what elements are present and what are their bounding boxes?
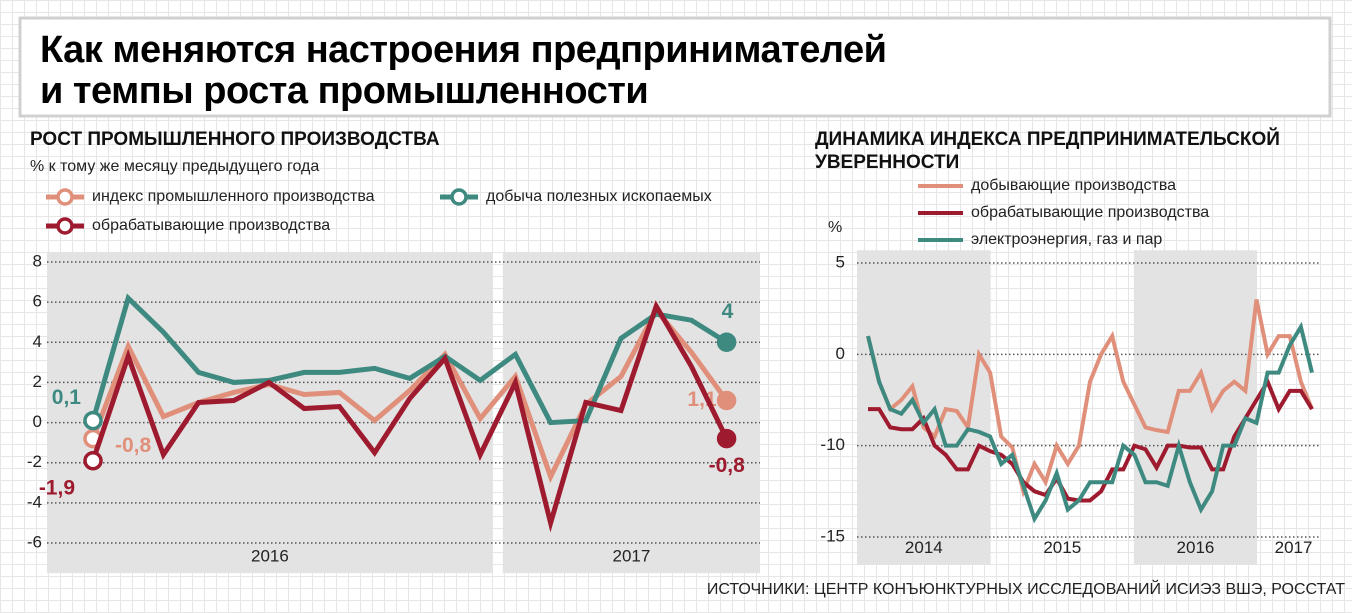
y-tick-label: -15: [820, 526, 845, 545]
point-marker: [716, 332, 737, 353]
legend-swatch-marker: [450, 188, 468, 206]
chart-title: РОСТ ПРОМЫШЛЕННОГО ПРОИЗВОДСТВА: [30, 129, 440, 150]
series-line: [866, 299, 1314, 498]
chart-title: УВЕРЕННОСТИ: [815, 152, 959, 173]
legend-label: обрабатывающие производства: [92, 217, 330, 234]
point-marker: [716, 390, 737, 411]
legend-label: обрабатывающие производства: [971, 204, 1209, 221]
series-line: [90, 293, 728, 426]
chart-subtitle: % к тому же месяцу предыдущего года: [30, 158, 319, 175]
series-line: [90, 300, 729, 533]
legend-label: добывающие производства: [971, 177, 1176, 194]
y-tick-label: 8: [33, 251, 42, 270]
source: ИСТОЧНИКИ: ЦЕНТР КОНЪЮНКТУРНЫХ ИССЛЕДОВА…: [707, 579, 1345, 598]
year-band: [1133, 250, 1258, 565]
year-label: 2014: [905, 538, 943, 557]
point-marker: [83, 410, 103, 431]
series-line: [866, 321, 1314, 524]
point-marker: [716, 428, 737, 449]
y-axis-label: %: [828, 219, 842, 236]
chart-title: ДИНАМИКА ИНДЕКСА ПРЕДПРИНИМАТЕЛЬСКОЙ: [815, 128, 1280, 150]
value-label: 4: [722, 300, 734, 323]
year-label: 2016: [251, 547, 289, 566]
legend-swatch-marker: [56, 188, 74, 206]
year-band: [47, 251, 493, 574]
y-tick-label: 5: [836, 252, 845, 271]
y-tick-label: -6: [27, 532, 42, 551]
y-tick-label: 0: [33, 412, 42, 431]
point-marker: [83, 450, 103, 471]
legend-label: индекс промышленного производства: [92, 188, 375, 205]
legend-swatch-marker: [56, 217, 74, 235]
year-label: 2015: [1043, 538, 1081, 557]
y-tick-label: -4: [27, 492, 42, 511]
series-line: [868, 377, 1314, 503]
value-label: -0,8: [709, 454, 746, 477]
y-tick-label: 4: [33, 332, 42, 351]
value-label: -0,8: [115, 434, 152, 457]
y-tick-label: 6: [33, 292, 42, 311]
year-label: 2017: [1275, 538, 1313, 557]
title-box: [18, 16, 1332, 118]
y-tick-label: 0: [836, 344, 845, 363]
value-label: -1,9: [39, 476, 75, 499]
value-label: 0,1: [52, 386, 82, 409]
title-line: Как меняются настроения предпринимателей: [40, 29, 887, 71]
year-label: 2016: [1177, 538, 1215, 557]
title-line: и темпы роста промышленности: [40, 70, 648, 112]
year-label: 2017: [612, 547, 650, 566]
y-tick-label: -2: [27, 452, 42, 471]
y-tick-label: 2: [33, 372, 42, 391]
legend-label: электроэнергия, газ и пар: [971, 231, 1162, 248]
y-tick-label: -10: [820, 435, 845, 454]
legend-label: добыча полезных ископаемых: [486, 188, 712, 205]
